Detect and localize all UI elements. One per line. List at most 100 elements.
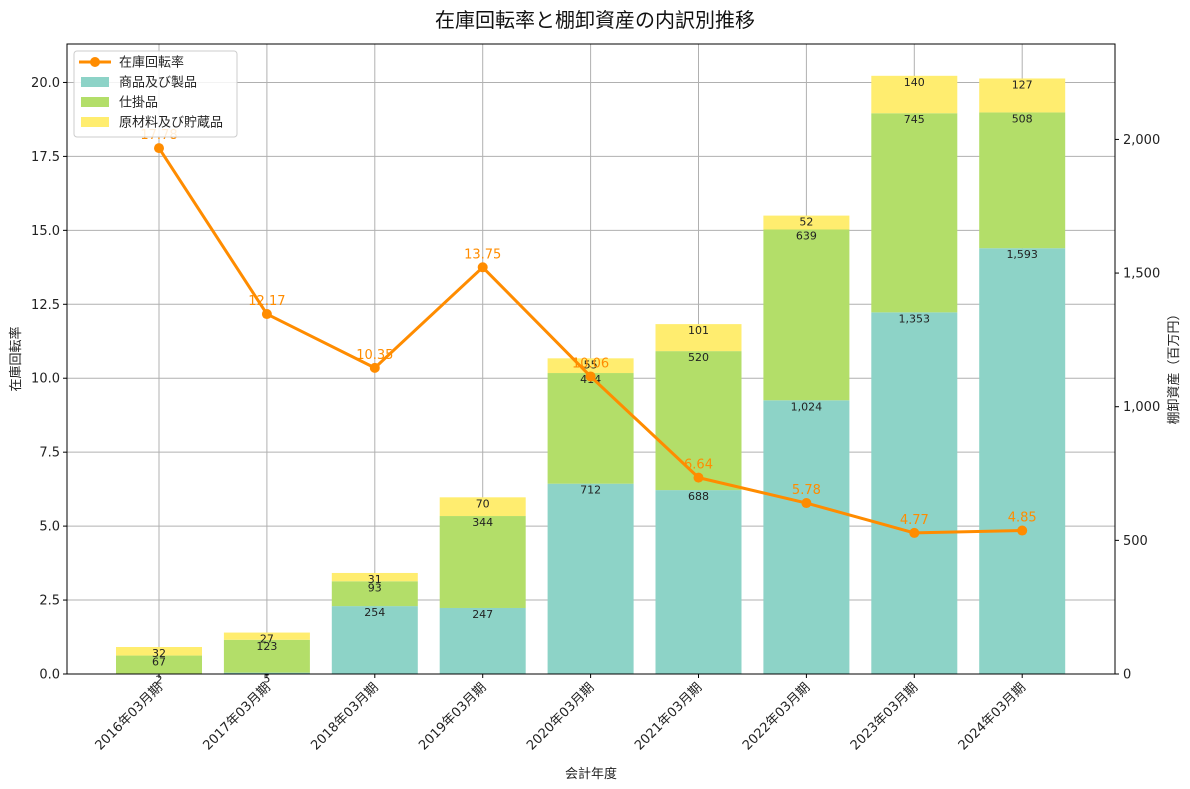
y-tick-left-label: 2.5	[39, 594, 60, 609]
y-tick-left-label: 10.0	[31, 372, 60, 387]
bar-segment	[223, 672, 310, 674]
y-axis-left-label: 在庫回転率	[8, 326, 24, 391]
x-tick-label: 2018年03月期	[308, 680, 381, 753]
y-tick-right-label: 0	[1123, 668, 1131, 683]
x-tick-label: 2024年03月期	[956, 680, 1029, 753]
bar-segment	[655, 490, 742, 674]
legend-box	[73, 50, 238, 138]
bar-value-label: 688	[688, 490, 709, 503]
x-tick-label: 2020年03月期	[524, 680, 597, 753]
x-tick-label: 2022年03月期	[740, 680, 813, 753]
bar-segment	[655, 351, 742, 491]
y-axis-right: 0 500 1,000 1,500 2,000	[1115, 133, 1160, 683]
turnover-value-label: 10.06	[572, 356, 609, 371]
legend-label: 仕掛品	[119, 96, 158, 111]
bar-value-label: 93	[368, 581, 382, 594]
bar-value-label: 31	[368, 573, 382, 586]
bar-segment	[547, 483, 634, 674]
bar-segment	[547, 358, 634, 374]
legend-bar-swatch	[81, 97, 109, 107]
bar-value-label: 123	[256, 640, 277, 653]
bar-value-label: 32	[152, 647, 166, 660]
x-tick-label: 2017年03月期	[200, 680, 273, 753]
turnover-point	[477, 262, 488, 273]
bar-value-label: 2	[156, 673, 163, 686]
y-tick-left-label: 0.0	[39, 668, 60, 683]
bar-value-label: 67	[152, 656, 166, 669]
bar-value-label: 27	[260, 633, 274, 646]
x-axis-label: 会計年度	[565, 766, 617, 782]
legend-marker	[90, 57, 100, 67]
bar-value-label: 520	[688, 351, 709, 364]
bar-segment	[979, 78, 1066, 113]
bar-value-label: 712	[580, 484, 601, 497]
bar-segment	[871, 75, 958, 114]
bar-value-label: 1,024	[791, 400, 823, 413]
legend-bar-swatch	[81, 117, 109, 127]
bar-segment	[655, 324, 742, 352]
turnover-value-label: 12.17	[248, 294, 285, 309]
bar-segment	[979, 112, 1066, 249]
bar-value-label: 639	[796, 229, 817, 242]
turnover-point	[585, 371, 596, 382]
chart-title: 在庫回転率と棚卸資産の内訳別推移	[435, 8, 755, 32]
y-tick-left-label: 15.0	[31, 224, 60, 239]
bar-segment	[116, 647, 202, 656]
bar-value-label: 70	[476, 497, 490, 510]
bar-value-label: 254	[364, 606, 385, 619]
y-tick-left-label: 7.5	[39, 446, 60, 461]
x-tick-label: 2021年03月期	[632, 680, 705, 753]
turnover-point	[909, 527, 920, 538]
turnover-point	[693, 472, 704, 483]
bars: 2673251232725493312473447071241455688520…	[116, 75, 1066, 687]
bar-segment	[331, 572, 418, 582]
turnover-value-label: 4.77	[900, 513, 929, 528]
turnover-value-label: 5.78	[792, 483, 821, 498]
y-tick-right-label: 1,500	[1123, 267, 1160, 282]
y-tick-left-label: 20.0	[31, 76, 60, 91]
y-tick-left-label: 17.5	[31, 150, 60, 165]
y-tick-right-label: 2,000	[1123, 133, 1160, 148]
x-tick-label: 2016年03月期	[93, 680, 166, 753]
bar-segment	[871, 113, 958, 313]
bar-segment	[763, 215, 850, 230]
bar-value-label: 127	[1012, 78, 1033, 91]
bar-value-label: 745	[904, 113, 925, 126]
turnover-point	[1017, 525, 1028, 536]
bar-value-label: 508	[1012, 112, 1033, 125]
bar-segment	[223, 639, 310, 673]
turnover-line: 17.7812.1710.3513.7510.066.645.784.774.8…	[140, 128, 1037, 538]
bar-labels: 2673251232725493312473447071241455688520…	[152, 76, 1038, 687]
bar-segment	[871, 312, 958, 674]
x-axis: 2016年03月期 2017年03月期 2018年03月期 2019年03月期 2020…	[93, 674, 1029, 754]
bar-value-label: 140	[904, 76, 925, 89]
bar-segment	[116, 655, 202, 674]
turnover-point	[801, 498, 812, 509]
bar-segment	[763, 400, 850, 674]
legend-bar-swatch	[81, 77, 109, 87]
bar-segment	[331, 606, 418, 674]
turnover-value-label: 4.85	[1008, 511, 1037, 526]
y-tick-left-label: 12.5	[31, 298, 60, 313]
bar-value-label: 1,593	[1006, 248, 1038, 261]
bar-value-label: 247	[472, 608, 493, 621]
bar-value-label: 1,353	[899, 312, 931, 325]
y-tick-left-label: 5.0	[39, 520, 60, 535]
bar-segment	[439, 516, 526, 608]
y-tick-right-label: 1,000	[1123, 400, 1160, 415]
bar-segment	[547, 373, 634, 484]
legend-label: 原材料及び貯蔵品	[119, 116, 223, 131]
x-tick-label: 2023年03月期	[848, 680, 921, 753]
bar-value-label: 101	[688, 324, 709, 337]
turnover-point	[369, 362, 380, 373]
y-axis-right-label: 棚卸資産（百万円）	[1166, 307, 1182, 424]
bar-segment	[331, 581, 418, 607]
bar-segment	[439, 497, 526, 517]
bar-segment	[223, 632, 310, 640]
legend-label: 商品及び製品	[119, 76, 197, 91]
bar-segment	[439, 607, 526, 674]
turnover-point	[154, 143, 164, 154]
x-tick-label: 2019年03月期	[416, 680, 489, 753]
